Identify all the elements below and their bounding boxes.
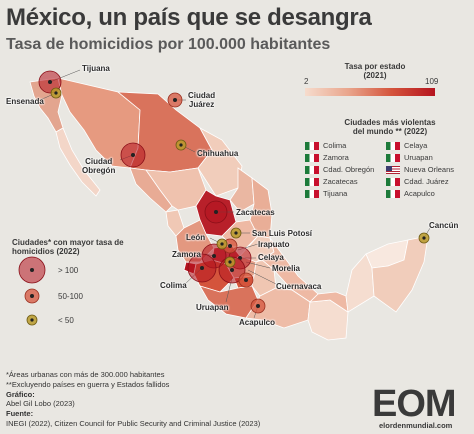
bubble-ciudad-obregon [120,142,146,168]
list-item: Acapulco [386,188,454,200]
label-ciudad-obregon: Ciudad Obregón [82,157,116,175]
label-zamora: Zamora [172,250,201,259]
violent-cities-col1: Colima Zamora Cdad. Obregón Zacatecas Ti… [305,140,374,200]
bubble-ensenada [50,87,62,99]
list-item: Nueva Orleans [386,164,454,176]
eom-logo-url: elordenmundial.com [379,421,453,430]
bubble-ciudad-juarez [167,92,183,108]
legend-label-small: < 50 [58,316,74,325]
label-ensenada: Ensenada [6,97,44,106]
list-item: Tijuana [305,188,374,200]
list-item: Uruapan [386,152,454,164]
usa-flag-icon [386,166,400,174]
scale-max: 109 [425,77,439,86]
list-item: Zacatecas [305,176,374,188]
label-morelia: Morelia [272,264,301,273]
state-baja-california-sur [55,127,101,197]
mexico-flag-icon [305,154,319,162]
source-text: INEGI (2022), Citizen Council for Public… [6,419,261,428]
bubble-morelia [224,256,236,268]
label-colima: Colima [160,281,187,290]
mexico-flag-icon [386,142,400,150]
mexico-flag-icon [305,166,319,174]
mexico-flag-icon [386,178,400,186]
legend-label-mid: 50-100 [58,292,83,301]
bubble-tijuana [38,70,62,94]
scale-min: 2 [304,77,309,86]
source-label: Fuente: [6,409,34,418]
mexico-flag-icon [386,190,400,198]
label-cuernavaca: Cuernavaca [276,282,322,291]
list-item: Zamora [305,152,374,164]
list-item: Cdad. Juárez [386,176,454,188]
mexico-flag-icon [305,142,319,150]
label-chihuahua: Chihuahua [197,149,239,158]
label-tijuana: Tijuana [82,64,110,73]
legend-bubble-big [18,256,46,284]
mexico-flag-icon [305,178,319,186]
bubble-colima [187,253,217,283]
mexico-flag-icon [305,190,319,198]
color-scale-bar [305,88,435,96]
label-san-luis-potosi: San Luis Potosí [252,229,313,238]
list-item: Celaya [386,140,454,152]
label-ciudad-juarez: Ciudad Juárez [188,91,216,109]
label-uruapan: Uruapan [196,303,229,312]
map-title: México, un país que se desangra [6,4,372,31]
bubble-acapulco [250,298,266,314]
eom-logo: EOM [372,383,457,425]
bubble-chihuahua [175,139,187,151]
legend-bubble-mid [24,288,40,304]
label-leon: León [186,233,206,242]
label-cancun: Cancún [429,221,459,230]
label-acapulco: Acapulco [239,318,276,327]
state-coahuila [197,126,243,197]
bubble-cuernavaca [238,272,254,288]
mexico-flag-icon [386,154,400,162]
bubble-leon [216,238,228,250]
label-zacatecas: Zacatecas [236,208,275,217]
list-item: Colima [305,140,374,152]
bubble-legend-title: Ciudades* con mayor tasa de homicidios (2… [12,238,124,256]
label-irapuato: Irapuato [258,240,290,249]
state-quintana-roo [371,235,429,313]
footnote-1: *Áreas urbanas con más de 300.000 habita… [6,370,165,379]
bubble-zacatecas [204,200,228,224]
legend-label-big: > 100 [58,266,79,275]
graphic-credit: Abel Gil Lobo (2023) [6,399,75,408]
map-subtitle: Tasa de homicidios por 100.000 habitante… [6,36,331,53]
graphic-label: Gráfico: [6,390,35,399]
label-celaya: Celaya [258,253,284,262]
violent-cities-title: Ciudades más violentas del mundo ** (2022… [344,118,436,136]
footnote-2: **Excluyendo países en guerra y Estados … [6,380,170,389]
list-item: Cdad. Obregón [305,164,374,176]
violent-cities-col2: Celaya Uruapan Nueva Orleans Cdad. Juáre… [386,140,454,200]
scale-title: Tasa por estado (2021) [344,62,406,80]
bubble-san-luis-potosi [230,227,242,239]
legend-bubble-small [26,314,38,326]
bubble-cancun [418,232,430,244]
